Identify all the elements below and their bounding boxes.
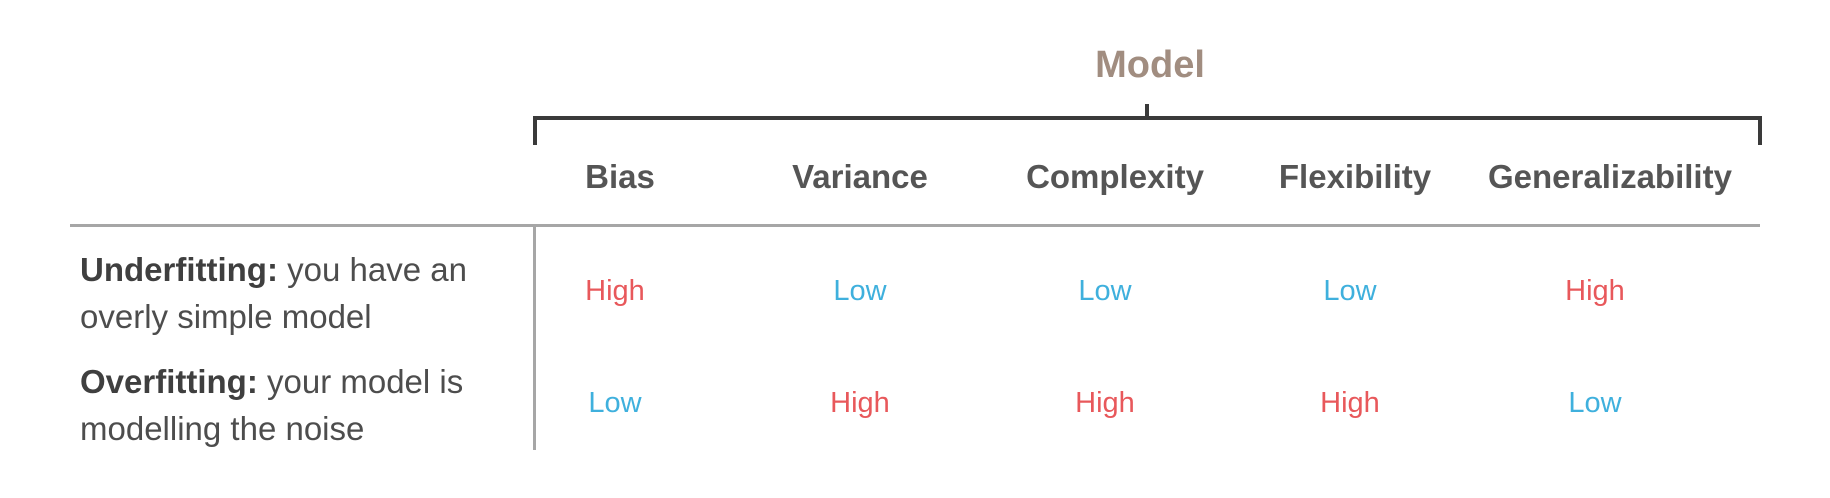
row-label-overfitting: Overfitting: your model is modelling the… [80,358,520,452]
row-label-underfitting: Underfitting: you have an overly simple … [80,246,520,340]
cell-overfitting-variance: High [830,387,890,419]
header-divider [70,224,1760,227]
cell-underfitting-flexibility: Low [1323,275,1377,307]
column-header-complexity: Complexity [1026,158,1204,195]
cell-overfitting-complexity: High [1075,387,1135,419]
cell-overfitting-generalizability: Low [1568,387,1622,419]
cell-underfitting-variance: Low [833,275,887,307]
column-header-generalizability: Generalizability [1488,158,1732,195]
cell-underfitting-complexity: Low [1078,275,1132,307]
column-header-bias: Bias [585,158,655,195]
bracket-top [533,116,1762,120]
row-label-divider [533,226,536,450]
cell-underfitting-bias: High [585,275,645,307]
row-label-line1: Underfitting: you have an [80,246,520,293]
model-title: Model [1095,44,1205,86]
bracket-left-tick [533,116,537,145]
cell-overfitting-bias: Low [588,387,642,419]
row-name: Overfitting: [80,363,258,400]
bracket-right-tick [1758,116,1762,145]
row-desc: you have an [287,251,467,288]
row-name: Underfitting: [80,251,278,288]
column-header-variance: Variance [792,158,928,195]
cell-underfitting-generalizability: High [1565,275,1625,307]
column-header-flexibility: Flexibility [1278,158,1432,195]
row-label-line2: overly simple model [80,298,372,335]
row-desc: your model is [267,363,464,400]
bracket-center-tick [1145,104,1149,118]
row-label-line2: modelling the noise [80,410,365,447]
row-label-line1: Overfitting: your model is [80,358,520,405]
cell-overfitting-flexibility: High [1320,387,1380,419]
